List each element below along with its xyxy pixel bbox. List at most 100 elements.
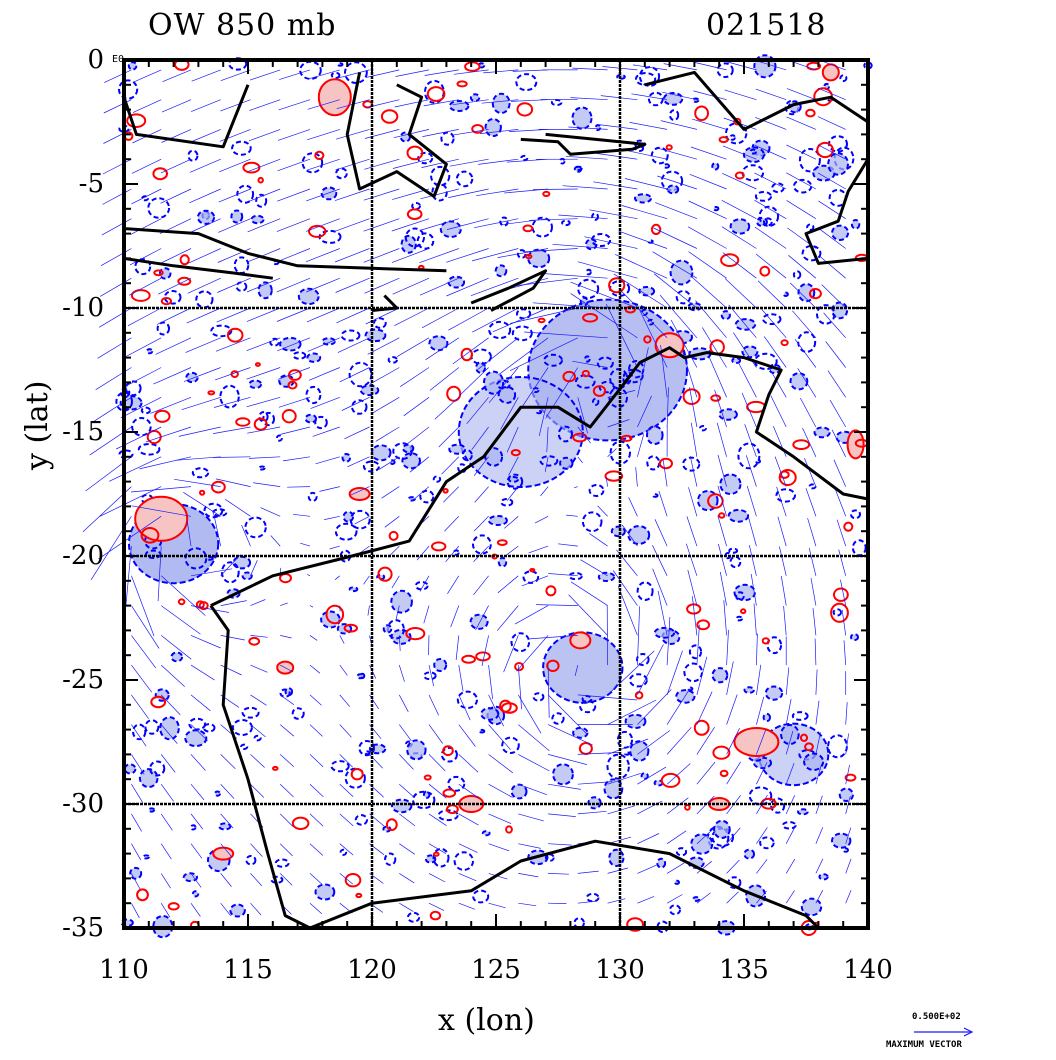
wind-vector xyxy=(659,149,697,160)
wind-vector xyxy=(364,159,399,169)
wind-vector xyxy=(834,460,846,487)
wind-vector xyxy=(826,342,846,368)
wind-vector xyxy=(497,606,518,631)
wind-vector xyxy=(336,129,369,139)
wind-vector xyxy=(153,368,191,385)
wind-vector xyxy=(806,488,816,516)
wind-vector xyxy=(518,814,543,821)
negative-ow-contour xyxy=(608,755,629,779)
coastline xyxy=(471,271,545,311)
positive-ow-contour xyxy=(462,656,475,663)
wind-vector xyxy=(697,657,707,695)
negative-ow-contour xyxy=(489,322,510,338)
wind-vector xyxy=(277,249,310,262)
negative-ow-contour xyxy=(553,764,573,784)
positive-ow-contour xyxy=(447,387,460,401)
wind-vector xyxy=(697,893,711,903)
negative-ow-contour xyxy=(471,94,479,101)
negative-ow-contour xyxy=(832,834,850,848)
wind-vector xyxy=(221,601,247,606)
wind-vector xyxy=(787,117,816,129)
wind-vector xyxy=(691,423,697,457)
wind-vector xyxy=(338,338,370,353)
positive-ow-contour xyxy=(249,638,259,645)
negative-ow-contour xyxy=(851,634,858,640)
negative-ow-contour xyxy=(562,221,570,225)
positive-ow-contour xyxy=(155,411,169,422)
wind-vector xyxy=(655,519,667,546)
wind-vector xyxy=(489,814,512,824)
wind-vector xyxy=(689,201,727,219)
wind-vector xyxy=(309,368,340,381)
wind-vector xyxy=(392,576,399,588)
wind-vector xyxy=(191,129,221,142)
wind-vector xyxy=(220,100,250,111)
wind-vector xyxy=(300,543,310,546)
wind-vector xyxy=(574,487,578,488)
negative-ow-contour xyxy=(293,708,304,719)
negative-ow-contour xyxy=(583,512,602,531)
wind-vector xyxy=(340,368,370,382)
wind-vector xyxy=(131,576,154,636)
corner-label: E0 xyxy=(112,54,124,65)
wind-vector xyxy=(429,814,447,826)
wind-vector xyxy=(340,695,350,707)
negative-ow-contour xyxy=(241,745,247,749)
wind-vector xyxy=(482,635,489,666)
negative-ow-contour xyxy=(119,80,137,98)
wind-vector xyxy=(518,903,536,906)
wind-vector xyxy=(474,576,489,595)
wind-vector xyxy=(637,644,663,695)
negative-ow-contour xyxy=(642,773,648,779)
wind-vector xyxy=(435,397,459,419)
wind-vector xyxy=(310,844,323,856)
wind-vector xyxy=(724,600,727,635)
wind-vector xyxy=(215,368,250,380)
y-tick-label: -10 xyxy=(40,293,104,323)
positive-ow-contour xyxy=(425,776,431,780)
negative-ow-contour xyxy=(638,582,653,600)
wind-vector xyxy=(139,457,191,469)
wind-vector xyxy=(809,548,816,576)
wind-vector xyxy=(249,159,281,171)
wind-vector xyxy=(746,455,756,486)
negative-ow-contour xyxy=(712,163,718,169)
wind-vector xyxy=(667,863,684,874)
wind-vector xyxy=(220,129,251,141)
positive-ow-contour xyxy=(273,767,278,770)
y-tick-label: -20 xyxy=(40,541,104,571)
wind-vector xyxy=(319,487,339,492)
wind-vector xyxy=(722,200,757,218)
wind-vector xyxy=(792,311,816,338)
wind-vector xyxy=(313,427,340,436)
wind-vector xyxy=(131,903,139,918)
wind-vector xyxy=(429,695,439,716)
wind-vector xyxy=(146,427,191,442)
negative-ow-contour xyxy=(737,617,743,621)
wind-vector xyxy=(278,159,310,171)
wind-vector xyxy=(844,640,846,665)
positive-ow-contour xyxy=(137,889,148,900)
wind-vector xyxy=(456,635,459,660)
negative-ow-contour xyxy=(235,257,249,273)
negative-ow-contour xyxy=(840,75,846,81)
wind-vector xyxy=(489,754,513,772)
positive-ow-contour xyxy=(695,721,709,735)
wind-vector xyxy=(781,576,786,606)
negative-ow-contour xyxy=(851,510,860,518)
wind-vector xyxy=(553,244,608,248)
wind-vector xyxy=(578,457,583,463)
wind-vector xyxy=(251,600,266,606)
negative-ow-contour xyxy=(307,354,320,362)
negative-ow-contour xyxy=(713,668,728,682)
negative-ow-contour xyxy=(372,445,391,460)
wind-vector xyxy=(637,834,659,844)
wind-vector xyxy=(474,516,488,531)
wind-vector xyxy=(690,174,727,189)
negative-ow-contour xyxy=(385,854,395,865)
negative-ow-contour xyxy=(322,188,337,200)
wind-vector xyxy=(756,89,786,100)
wind-vector xyxy=(277,189,310,201)
negative-ow-contour xyxy=(670,905,680,914)
negative-ow-contour xyxy=(732,358,740,363)
